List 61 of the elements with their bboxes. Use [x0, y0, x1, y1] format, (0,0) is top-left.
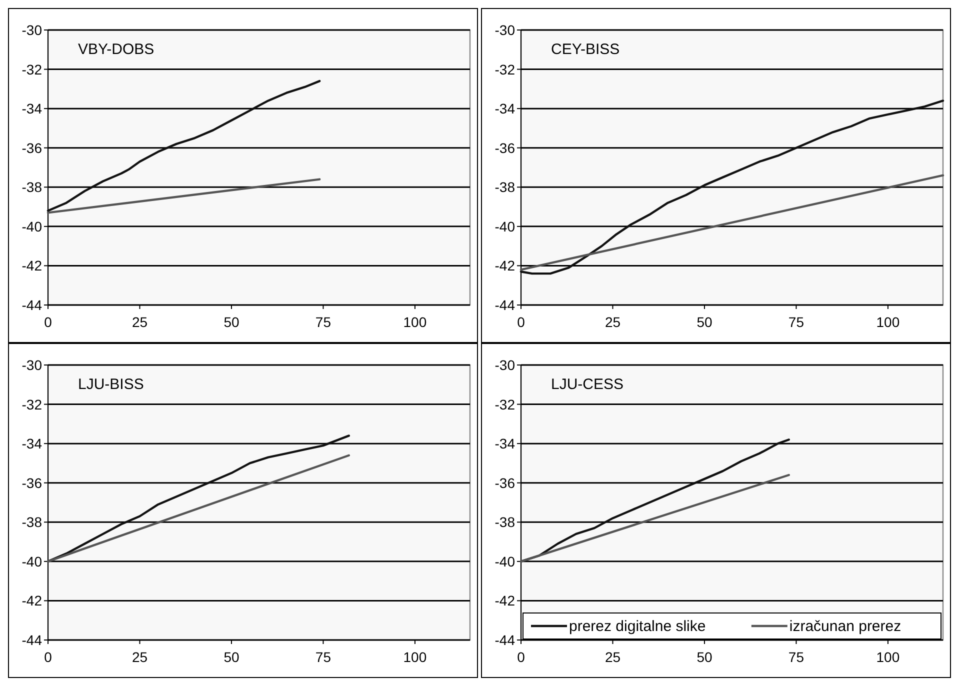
- x-tick-label: 50: [696, 649, 712, 665]
- y-tick-label: -36: [22, 474, 42, 491]
- y-tick-label: -36: [494, 140, 516, 156]
- y-tick-label: -42: [494, 258, 516, 274]
- y-tick-label: -42: [22, 592, 42, 609]
- line-series: [46, 434, 350, 563]
- x-tick-label: 25: [604, 649, 621, 665]
- y-tick-label: -34: [22, 436, 42, 452]
- x-tick-label: 75: [315, 649, 332, 665]
- y-tick-label: -44: [494, 632, 516, 648]
- x-tick-label: 100: [403, 314, 427, 330]
- x-tick-label: 75: [315, 314, 332, 330]
- x-tick-label: 25: [132, 314, 148, 330]
- y-tick-label: -30: [22, 357, 42, 373]
- text: VBY-DOBS: [78, 41, 154, 58]
- y-tick-label: -40: [22, 218, 42, 234]
- x-tick-label: 100: [403, 649, 427, 665]
- y-tick-label: -32: [22, 61, 42, 78]
- text: LJU-CESS: [551, 376, 624, 393]
- y-tick-label: -30: [494, 357, 516, 373]
- y-tick-label: -32: [494, 396, 516, 412]
- y-tick-label: -38: [22, 514, 42, 530]
- y-tick-label: -38: [494, 179, 516, 196]
- y-tick-label: -36: [22, 140, 42, 156]
- x-tick-label: 100: [876, 314, 900, 330]
- legend-label: izračunan prerez: [789, 618, 902, 635]
- y-tick-label: -36: [494, 474, 516, 491]
- x-tick-label: 25: [604, 314, 621, 330]
- y-tick-label: -40: [494, 218, 516, 234]
- text: LJU-BISS: [78, 376, 144, 393]
- y-tick-label: -34: [494, 436, 516, 452]
- x-tick-label: 0: [44, 649, 52, 665]
- line-series: [520, 100, 944, 275]
- y-tick-label: -34: [494, 100, 516, 117]
- x-tick-label: 50: [696, 314, 712, 330]
- x-tick-label: 50: [224, 649, 240, 665]
- x-tick-label: 0: [517, 649, 526, 665]
- x-tick-label: 75: [788, 314, 804, 330]
- y-tick-label: -32: [494, 61, 516, 78]
- line-series: [46, 80, 321, 212]
- y-tick-label: -40: [22, 553, 42, 570]
- text: CEY-BISS: [551, 41, 620, 58]
- y-tick-label: -44: [22, 632, 42, 648]
- y-tick-label: -38: [22, 179, 42, 196]
- y-tick-label: -30: [494, 22, 516, 38]
- y-tick-label: -30: [22, 22, 42, 38]
- y-tick-label: -42: [22, 258, 42, 274]
- x-tick-label: 50: [224, 314, 240, 330]
- x-tick-label: 25: [132, 649, 148, 665]
- x-tick-label: 75: [788, 649, 804, 665]
- y-tick-label: -40: [494, 553, 516, 570]
- y-tick-label: -34: [22, 100, 42, 117]
- y-tick-label: -38: [494, 514, 516, 530]
- x-tick-label: 100: [876, 649, 900, 665]
- y-tick-label: -44: [494, 297, 516, 313]
- x-tick-label: 0: [517, 314, 526, 330]
- y-tick-label: -32: [22, 396, 42, 412]
- y-tick-label: -44: [22, 297, 42, 313]
- legend-label: prerez digitalne slike: [569, 618, 706, 635]
- x-tick-label: 0: [44, 314, 52, 330]
- y-tick-label: -42: [494, 592, 516, 609]
